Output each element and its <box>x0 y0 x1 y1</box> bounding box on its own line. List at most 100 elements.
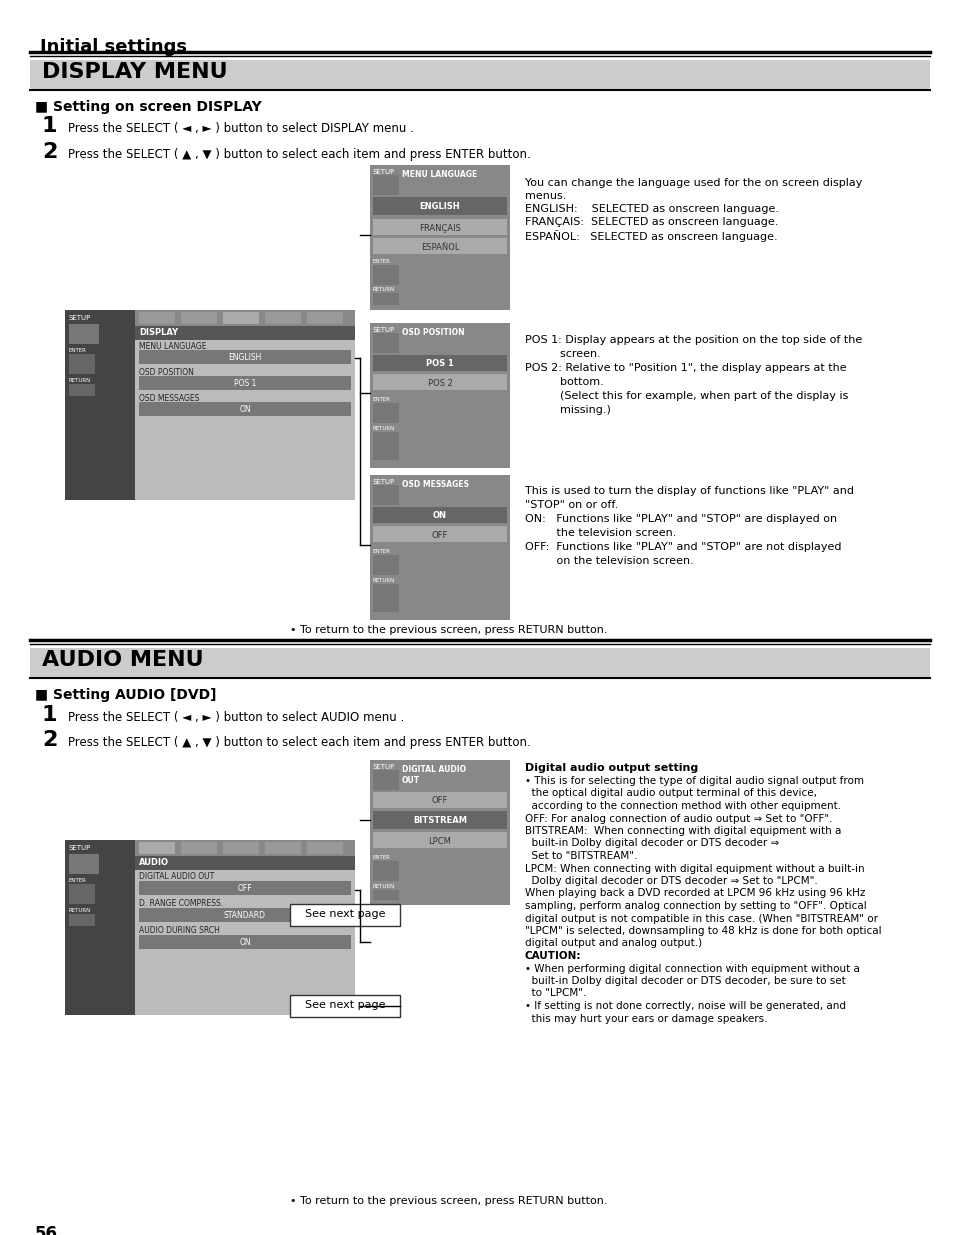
Text: AUDIO: AUDIO <box>139 858 169 867</box>
Text: OFF: OFF <box>432 531 448 540</box>
Text: POS 1: Display appears at the position on the top side of the: POS 1: Display appears at the position o… <box>524 335 862 345</box>
Bar <box>373 219 506 235</box>
Text: RETURN: RETURN <box>373 884 395 889</box>
Bar <box>370 165 510 310</box>
Bar <box>30 61 929 90</box>
Text: OFF: For analog connection of audio output ⇒ Set to "OFF".: OFF: For analog connection of audio outp… <box>524 814 832 824</box>
Bar <box>373 432 398 459</box>
Bar <box>30 648 929 678</box>
Bar <box>373 792 506 808</box>
Text: according to the connection method with other equipment.: according to the connection method with … <box>524 802 841 811</box>
Bar <box>373 266 398 285</box>
Text: ENGLISH: ENGLISH <box>419 203 460 211</box>
Bar <box>265 312 301 324</box>
Text: MENU LANGUAGE: MENU LANGUAGE <box>401 170 476 179</box>
Text: FRANÇAIS: FRANÇAIS <box>418 224 460 233</box>
Text: Digital audio output setting: Digital audio output setting <box>524 763 698 773</box>
Bar <box>139 312 174 324</box>
Bar <box>373 238 506 254</box>
Text: OFF:  Functions like "PLAY" and "STOP" are not displayed: OFF: Functions like "PLAY" and "STOP" ar… <box>524 542 841 552</box>
Bar <box>139 842 174 853</box>
Text: digital output and analog output.): digital output and analog output.) <box>524 939 701 948</box>
Text: RETURN: RETURN <box>69 378 91 383</box>
Bar <box>370 324 510 468</box>
Text: this may hurt your ears or damage speakers.: this may hurt your ears or damage speake… <box>524 1014 767 1024</box>
Text: bottom.: bottom. <box>524 377 603 387</box>
Text: "STOP" on or off.: "STOP" on or off. <box>524 500 618 510</box>
Bar <box>373 861 398 881</box>
Bar <box>373 555 398 576</box>
Text: digital output is not compatible in this case. (When "BITSTREAM" or: digital output is not compatible in this… <box>524 914 877 924</box>
Bar <box>370 475 510 620</box>
Text: AUDIO MENU: AUDIO MENU <box>42 650 203 671</box>
Bar <box>69 324 99 345</box>
Text: SETUP: SETUP <box>373 479 395 485</box>
Bar <box>69 914 95 926</box>
Text: OFF: OFF <box>237 884 252 893</box>
Text: LPCM: LPCM <box>428 837 451 846</box>
Bar <box>139 350 351 364</box>
Bar <box>139 403 351 416</box>
Bar <box>373 403 398 424</box>
Bar <box>139 881 351 895</box>
Text: ENTER: ENTER <box>69 878 87 883</box>
Bar <box>373 198 506 215</box>
Text: • To return to the previous screen, press RETURN button.: • To return to the previous screen, pres… <box>290 625 607 635</box>
Text: When playing back a DVD recorded at LPCM 96 kHz using 96 kHz: When playing back a DVD recorded at LPCM… <box>524 888 864 899</box>
Text: RETURN: RETURN <box>69 908 91 913</box>
Text: ESPAÑOL:   SELECTED as onscreen language.: ESPAÑOL: SELECTED as onscreen language. <box>524 230 777 242</box>
Bar <box>373 769 398 790</box>
Bar <box>373 526 506 542</box>
Text: ENTER: ENTER <box>373 396 391 403</box>
Text: • When performing digital connection with equipment without a: • When performing digital connection wit… <box>524 963 859 973</box>
Bar <box>135 840 355 856</box>
Bar <box>373 293 398 305</box>
Text: DISPLAY: DISPLAY <box>139 329 178 337</box>
Text: screen.: screen. <box>524 350 600 359</box>
Text: ENTER: ENTER <box>373 259 391 264</box>
Text: ENTER: ENTER <box>69 348 87 353</box>
Text: the television screen.: the television screen. <box>524 529 676 538</box>
Text: Press the SELECT ( ◄ , ► ) button to select DISPLAY menu .: Press the SELECT ( ◄ , ► ) button to sel… <box>68 122 414 135</box>
Text: LPCM: When connecting with digital equipment without a built-in: LPCM: When connecting with digital equip… <box>524 863 863 873</box>
Bar <box>139 908 351 923</box>
Text: POS 2: Relative to "Position 1", the display appears at the: POS 2: Relative to "Position 1", the dis… <box>524 363 845 373</box>
Text: DIGITAL AUDIO OUT: DIGITAL AUDIO OUT <box>139 872 214 881</box>
Text: POS 1: POS 1 <box>426 359 454 368</box>
Bar <box>373 508 506 522</box>
Text: ■ Setting AUDIO [DVD]: ■ Setting AUDIO [DVD] <box>35 688 216 701</box>
Text: This is used to turn the display of functions like "PLAY" and: This is used to turn the display of func… <box>524 487 853 496</box>
Text: ENTER: ENTER <box>373 855 391 860</box>
Text: the optical digital audio output terminal of this device,: the optical digital audio output termina… <box>524 788 816 799</box>
Bar <box>69 384 95 396</box>
Text: ENGLISH:    SELECTED as onscreen language.: ENGLISH: SELECTED as onscreen language. <box>524 204 779 214</box>
Text: to "LPCM".: to "LPCM". <box>524 988 586 999</box>
Text: ON: ON <box>239 405 251 414</box>
Bar <box>373 374 506 390</box>
Text: SETUP: SETUP <box>69 845 91 851</box>
Text: 1: 1 <box>42 705 57 725</box>
Text: built-in Dolby digital decoder or DTS decoder, be sure to set: built-in Dolby digital decoder or DTS de… <box>524 976 845 986</box>
Text: • If setting is not done correctly, noise will be generated, and: • If setting is not done correctly, nois… <box>524 1002 845 1011</box>
Bar <box>65 840 135 1015</box>
Text: Press the SELECT ( ◄ , ► ) button to select AUDIO menu .: Press the SELECT ( ◄ , ► ) button to sel… <box>68 711 404 724</box>
Text: • To return to the previous screen, press RETURN button.: • To return to the previous screen, pres… <box>290 1195 607 1207</box>
Text: Initial settings: Initial settings <box>40 38 187 56</box>
Text: 1: 1 <box>42 116 57 136</box>
Text: OFF: OFF <box>432 797 448 805</box>
Text: OSD MESSAGES: OSD MESSAGES <box>401 480 469 489</box>
Bar <box>373 832 506 848</box>
Bar <box>373 485 398 505</box>
Text: on the television screen.: on the television screen. <box>524 556 693 566</box>
Text: Set to "BITSTREAM".: Set to "BITSTREAM". <box>524 851 637 861</box>
Text: RETURN: RETURN <box>373 287 395 291</box>
Bar <box>135 326 355 340</box>
Bar <box>181 842 216 853</box>
Bar <box>69 853 99 874</box>
Text: • This is for selecting the type of digital audio signal output from: • This is for selecting the type of digi… <box>524 776 863 785</box>
Bar <box>373 890 398 900</box>
Text: 2: 2 <box>42 142 57 162</box>
Text: built-in Dolby digital decoder or DTS decoder ⇒: built-in Dolby digital decoder or DTS de… <box>524 839 779 848</box>
Text: ESPAÑOL: ESPAÑOL <box>420 243 458 252</box>
Text: missing.): missing.) <box>524 405 610 415</box>
